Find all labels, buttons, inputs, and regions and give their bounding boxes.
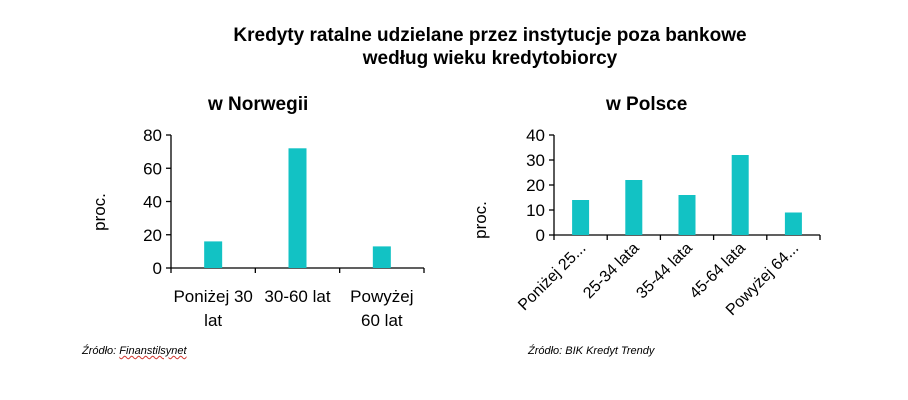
norway-source-prefix: Źródło: bbox=[82, 345, 120, 357]
norway-y-tick-label: 40 bbox=[143, 193, 162, 212]
poland-source: Źródło: BIK Kredyt Trendy bbox=[528, 345, 655, 357]
norway-source-name: Finanstilsynet bbox=[119, 345, 187, 357]
norway-bar bbox=[204, 241, 223, 268]
poland-bar bbox=[625, 180, 643, 235]
norway-category-label: Poniżej 30 lat bbox=[173, 287, 252, 330]
poland-y-tick-label: 0 bbox=[536, 226, 545, 245]
norway-panel-title: w Norwegii bbox=[208, 94, 309, 115]
poland-category-label: 35-44 lata bbox=[633, 240, 695, 302]
norway-bar bbox=[372, 246, 391, 268]
poland-y-tick-label: 20 bbox=[526, 176, 545, 195]
poland-y-tick-label: 40 bbox=[526, 126, 545, 145]
norway-category-label: Powyżej 60 lat bbox=[350, 287, 413, 330]
poland-y-tick-label: 30 bbox=[526, 151, 545, 170]
poland-bar bbox=[572, 200, 590, 235]
poland-category-label: Poniżej 25... bbox=[515, 240, 589, 314]
norway-y-tick-label: 0 bbox=[153, 259, 162, 278]
norway-category-label: 30-60 lat bbox=[264, 287, 330, 306]
poland-panel-title: w Polsce bbox=[606, 94, 688, 115]
norway-y-tick-label: 80 bbox=[143, 126, 162, 145]
norway-bar bbox=[288, 148, 307, 268]
poland-bar bbox=[731, 155, 749, 235]
chart-title-line-2: według wieku kredytobiorcy bbox=[362, 48, 618, 69]
poland-y-axis-label: proc. bbox=[471, 201, 490, 239]
chart-title-line-1: Kredyty ratalne udzielane przez instytuc… bbox=[233, 25, 747, 46]
poland-category-label: 25-34 lata bbox=[580, 240, 642, 302]
norway-y-tick-label: 20 bbox=[143, 226, 162, 245]
norway-source: Źródło: Finanstilsynet bbox=[82, 345, 187, 357]
norway-y-axis-label: proc. bbox=[90, 193, 109, 231]
poland-bar bbox=[784, 212, 802, 235]
poland-y-tick-label: 10 bbox=[526, 201, 545, 220]
norway-y-tick-label: 60 bbox=[143, 159, 162, 178]
chart-title: Kredyty ratalne udzielane przez instytuc… bbox=[0, 24, 908, 70]
poland-bar bbox=[678, 195, 696, 235]
